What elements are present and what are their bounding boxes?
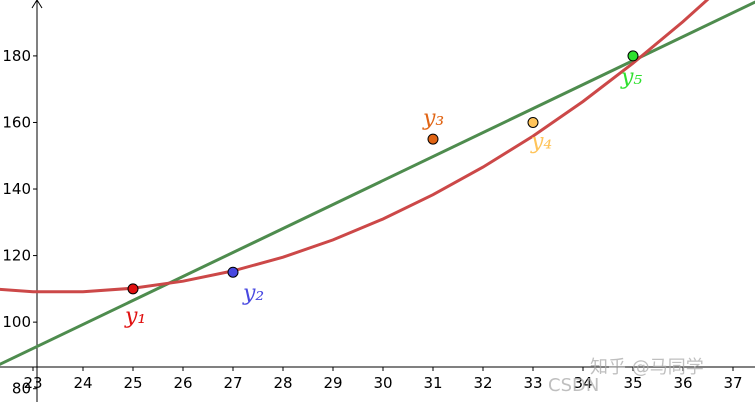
- x-tick-label: 37: [723, 374, 742, 392]
- curve: [0, 0, 710, 294]
- point: [227, 266, 239, 278]
- y-tick-label: 100: [2, 313, 31, 331]
- point-label: y₄: [530, 129, 552, 154]
- x-tick-label: 29: [323, 374, 342, 392]
- x-tick-label: 35: [623, 374, 642, 392]
- point: [127, 283, 139, 295]
- x-tick-label: 24: [73, 374, 92, 392]
- x-tick-label: 30: [373, 374, 392, 392]
- x-tick-label: 36: [673, 374, 692, 392]
- point-label: y₃: [422, 106, 444, 131]
- watermark: 知乎 @马同学: [590, 357, 704, 378]
- x-tick-label: 23: [23, 374, 42, 392]
- point-label: y₂: [242, 281, 264, 306]
- x-tick-label: 32: [473, 374, 492, 392]
- curve: [0, 0, 755, 366]
- x-tick-label: 31: [423, 374, 442, 392]
- point-label: y₅: [620, 65, 642, 90]
- y-tick-label: 180: [2, 47, 31, 65]
- point: [627, 50, 639, 62]
- point-label: y₁: [124, 304, 146, 329]
- y-tick-label: 160: [2, 113, 31, 131]
- watermark: CSDN: [548, 375, 599, 396]
- point: [427, 133, 439, 145]
- y-tick-label: 140: [2, 180, 31, 198]
- y-tick-label: 120: [2, 247, 31, 265]
- x-tick-label: 33: [523, 374, 542, 392]
- x-tick-label: 26: [173, 374, 192, 392]
- y-axis-arrow: [31, 0, 43, 9]
- x-tick-label: 25: [123, 374, 142, 392]
- x-tick-label: 34: [573, 374, 592, 392]
- x-tick-label: 27: [223, 374, 242, 392]
- point: [527, 116, 539, 128]
- x-tick-label: 28: [273, 374, 292, 392]
- y-tick-label: 80: [12, 380, 31, 398]
